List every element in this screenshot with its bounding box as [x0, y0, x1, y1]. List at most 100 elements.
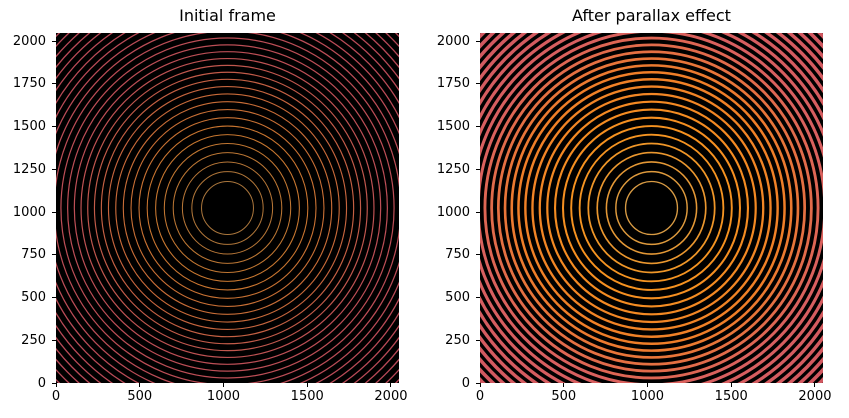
y-tick-mark: [476, 254, 480, 256]
ring: [155, 134, 300, 282]
x-tick-mark: [479, 383, 481, 387]
y-tick-mark: [476, 297, 480, 299]
ring: [624, 180, 679, 236]
y-tick-mark: [52, 126, 56, 128]
ring: [130, 109, 325, 307]
x-tick-mark: [730, 383, 732, 387]
y-tick-label: 1000: [436, 204, 470, 220]
y-tick-mark: [52, 40, 56, 42]
ring: [596, 151, 707, 265]
ring: [605, 161, 698, 255]
ring: [524, 78, 779, 338]
ring: [80, 57, 375, 359]
ring: [115, 93, 340, 323]
y-tick-mark: [476, 83, 480, 85]
x-tick-label: 500: [551, 389, 577, 404]
y-tick-label: 1750: [12, 76, 46, 92]
ring: [67, 44, 388, 372]
ring: [490, 43, 813, 373]
ring: [122, 101, 333, 315]
y-tick-mark: [52, 339, 56, 341]
y-tick-mark: [52, 83, 56, 85]
initial-frame-title: Initial frame: [179, 6, 276, 25]
parallax-rings-image: [480, 33, 823, 383]
x-tick-mark: [390, 383, 392, 387]
y-tick-label: 750: [445, 247, 470, 263]
y-tick-label: 1500: [12, 119, 46, 135]
ring: [107, 85, 348, 331]
ring: [496, 50, 807, 366]
ring: [93, 71, 362, 345]
y-tick-label: 2000: [12, 33, 46, 49]
x-tick-label: 0: [475, 389, 485, 404]
ring: [146, 125, 309, 291]
ring: [60, 37, 395, 379]
ring: [517, 70, 786, 346]
y-tick-label: 0: [461, 375, 470, 391]
x-tick-mark: [646, 383, 648, 387]
x-tick-mark: [563, 383, 565, 387]
ring: [181, 161, 274, 255]
initial-frame-panel: Initial frame 0 500 1000 1500 2000 0 250 500 750…: [13, 6, 408, 404]
ring: [172, 152, 283, 264]
y-tick-label: 500: [21, 290, 46, 306]
parallax-title: After parallax effect: [572, 6, 731, 25]
x-tick-label: 1500: [714, 389, 748, 404]
y-tick-label: 1500: [436, 119, 470, 135]
x-tick-mark: [55, 383, 57, 387]
ring: [615, 170, 688, 246]
y-tick-label: 750: [21, 247, 46, 263]
y-tick-mark: [52, 297, 56, 299]
ring: [73, 51, 382, 365]
y-tick-mark: [52, 168, 56, 170]
ring: [553, 108, 750, 308]
x-tick-label: 1000: [206, 389, 241, 404]
ring: [191, 171, 264, 245]
ring: [483, 36, 820, 380]
x-tick-mark: [814, 383, 816, 387]
y-tick-mark: [476, 40, 480, 42]
ring: [587, 142, 716, 274]
x-tick-label: 0: [51, 389, 61, 404]
y-tick-label: 1000: [12, 204, 46, 220]
ring: [510, 64, 793, 352]
y-tick-label: 2000: [436, 33, 470, 49]
x-tick-label: 2000: [374, 389, 408, 404]
y-tick-mark: [52, 382, 56, 384]
ring: [503, 57, 800, 359]
plot-background: [56, 33, 399, 383]
y-tick-mark: [476, 382, 480, 384]
y-tick-mark: [476, 339, 480, 341]
y-tick-label: 0: [37, 375, 46, 391]
ring: [87, 64, 368, 352]
plot-background: [480, 33, 823, 383]
y-tick-label: 250: [445, 332, 470, 348]
ring: [163, 142, 292, 274]
ring: [531, 85, 772, 331]
y-tick-label: 1750: [436, 76, 470, 92]
y-tick-mark: [52, 211, 56, 213]
initial-frame-rings-image: [56, 33, 399, 383]
ring: [100, 78, 355, 338]
ring: [578, 133, 725, 283]
y-tick-mark: [52, 254, 56, 256]
ring: [570, 125, 733, 291]
y-tick-mark: [476, 126, 480, 128]
ring: [138, 117, 317, 299]
x-tick-label: 1000: [630, 389, 665, 404]
x-tick-mark: [306, 383, 308, 387]
x-tick-mark: [222, 383, 224, 387]
ring: [538, 92, 765, 324]
y-tick-label: 250: [21, 332, 46, 348]
x-tick-label: 500: [127, 389, 153, 404]
ring: [561, 116, 742, 300]
x-tick-label: 2000: [798, 389, 832, 404]
ring: [546, 100, 757, 316]
y-tick-mark: [476, 168, 480, 170]
y-tick-mark: [476, 211, 480, 213]
y-tick-label: 500: [445, 290, 470, 306]
x-tick-mark: [139, 383, 141, 387]
y-tick-label: 1250: [436, 161, 470, 177]
y-tick-label: 1250: [12, 161, 46, 177]
